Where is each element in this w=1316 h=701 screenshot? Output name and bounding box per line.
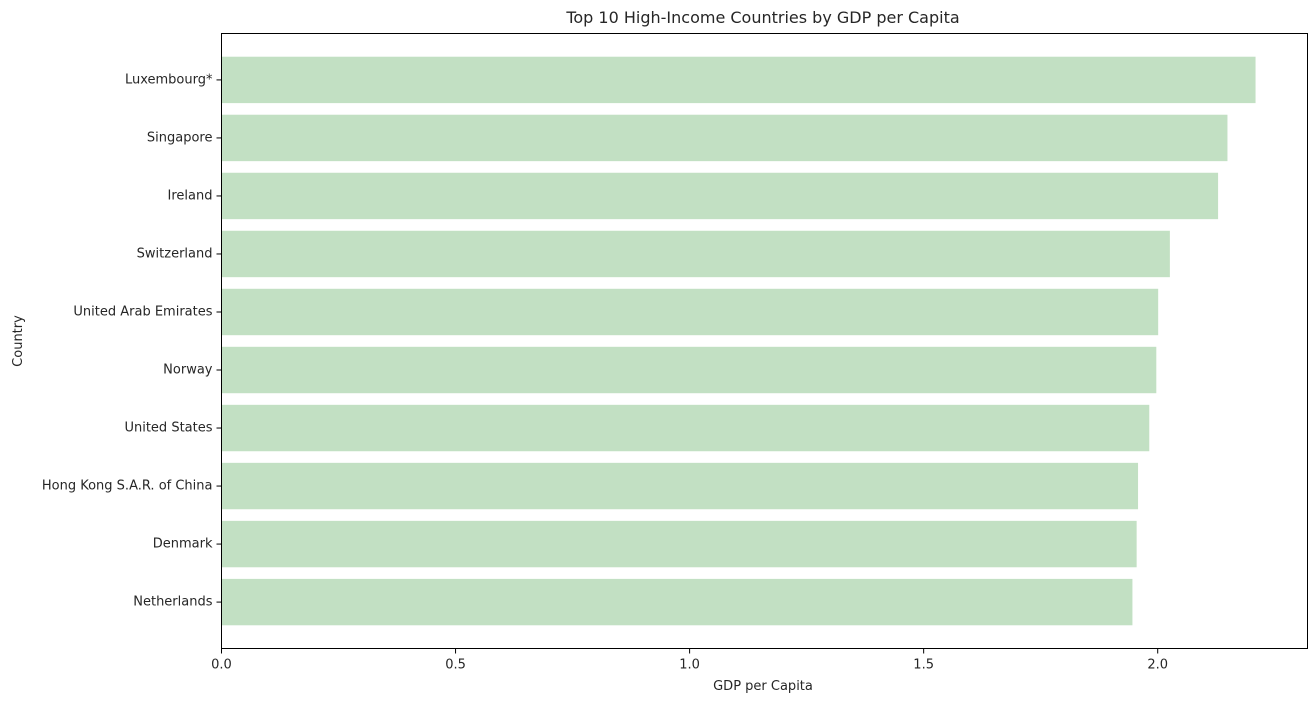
y-tick-label: Switzerland — [137, 246, 213, 261]
y-tick-label: United Arab Emirates — [73, 304, 212, 319]
y-tick-label: Norway — [163, 363, 213, 378]
x-tick-label: 2.0 — [1147, 658, 1168, 673]
y-tick-label: Hong Kong S.A.R. of China — [42, 479, 213, 494]
plot-frame — [221, 33, 1308, 649]
x-tick-label: 1.0 — [679, 658, 700, 673]
bar-luxembourg — [221, 56, 1256, 104]
bar-switzerland — [221, 230, 1170, 278]
bars-group — [221, 56, 1256, 626]
bar-united-arab-emirates — [221, 288, 1159, 336]
bar-hong-kong-s-a-r-of-china — [221, 462, 1139, 510]
y-tick-label: Netherlands — [133, 595, 212, 610]
y-ticks-group: Luxembourg* Singapore Ireland Switzerland Un… — [42, 72, 222, 610]
y-tick-label: Singapore — [147, 130, 213, 145]
x-tick-label: 0.0 — [211, 658, 232, 673]
bar-norway — [221, 346, 1157, 394]
y-tick-label: Ireland — [168, 188, 213, 203]
chart-title: Top 10 High-Income Countries by GDP per … — [565, 8, 959, 27]
bar-singapore — [221, 114, 1228, 162]
x-ticks-group: 0.0 0.5 1.0 1.5 2.0 — [211, 648, 1168, 673]
bar-ireland — [221, 172, 1219, 220]
bar-netherlands — [221, 578, 1133, 626]
x-tick-label: 1.5 — [913, 658, 934, 673]
y-tick-label: Denmark — [153, 537, 213, 552]
x-tick-label: 0.5 — [445, 658, 466, 673]
bar-united-states — [221, 404, 1150, 452]
bar-denmark — [221, 520, 1137, 568]
y-tick-label: Luxembourg* — [125, 72, 213, 87]
y-tick-label: United States — [124, 421, 212, 436]
x-axis-label: GDP per Capita — [713, 679, 813, 694]
y-axis-label: Country — [11, 315, 26, 367]
